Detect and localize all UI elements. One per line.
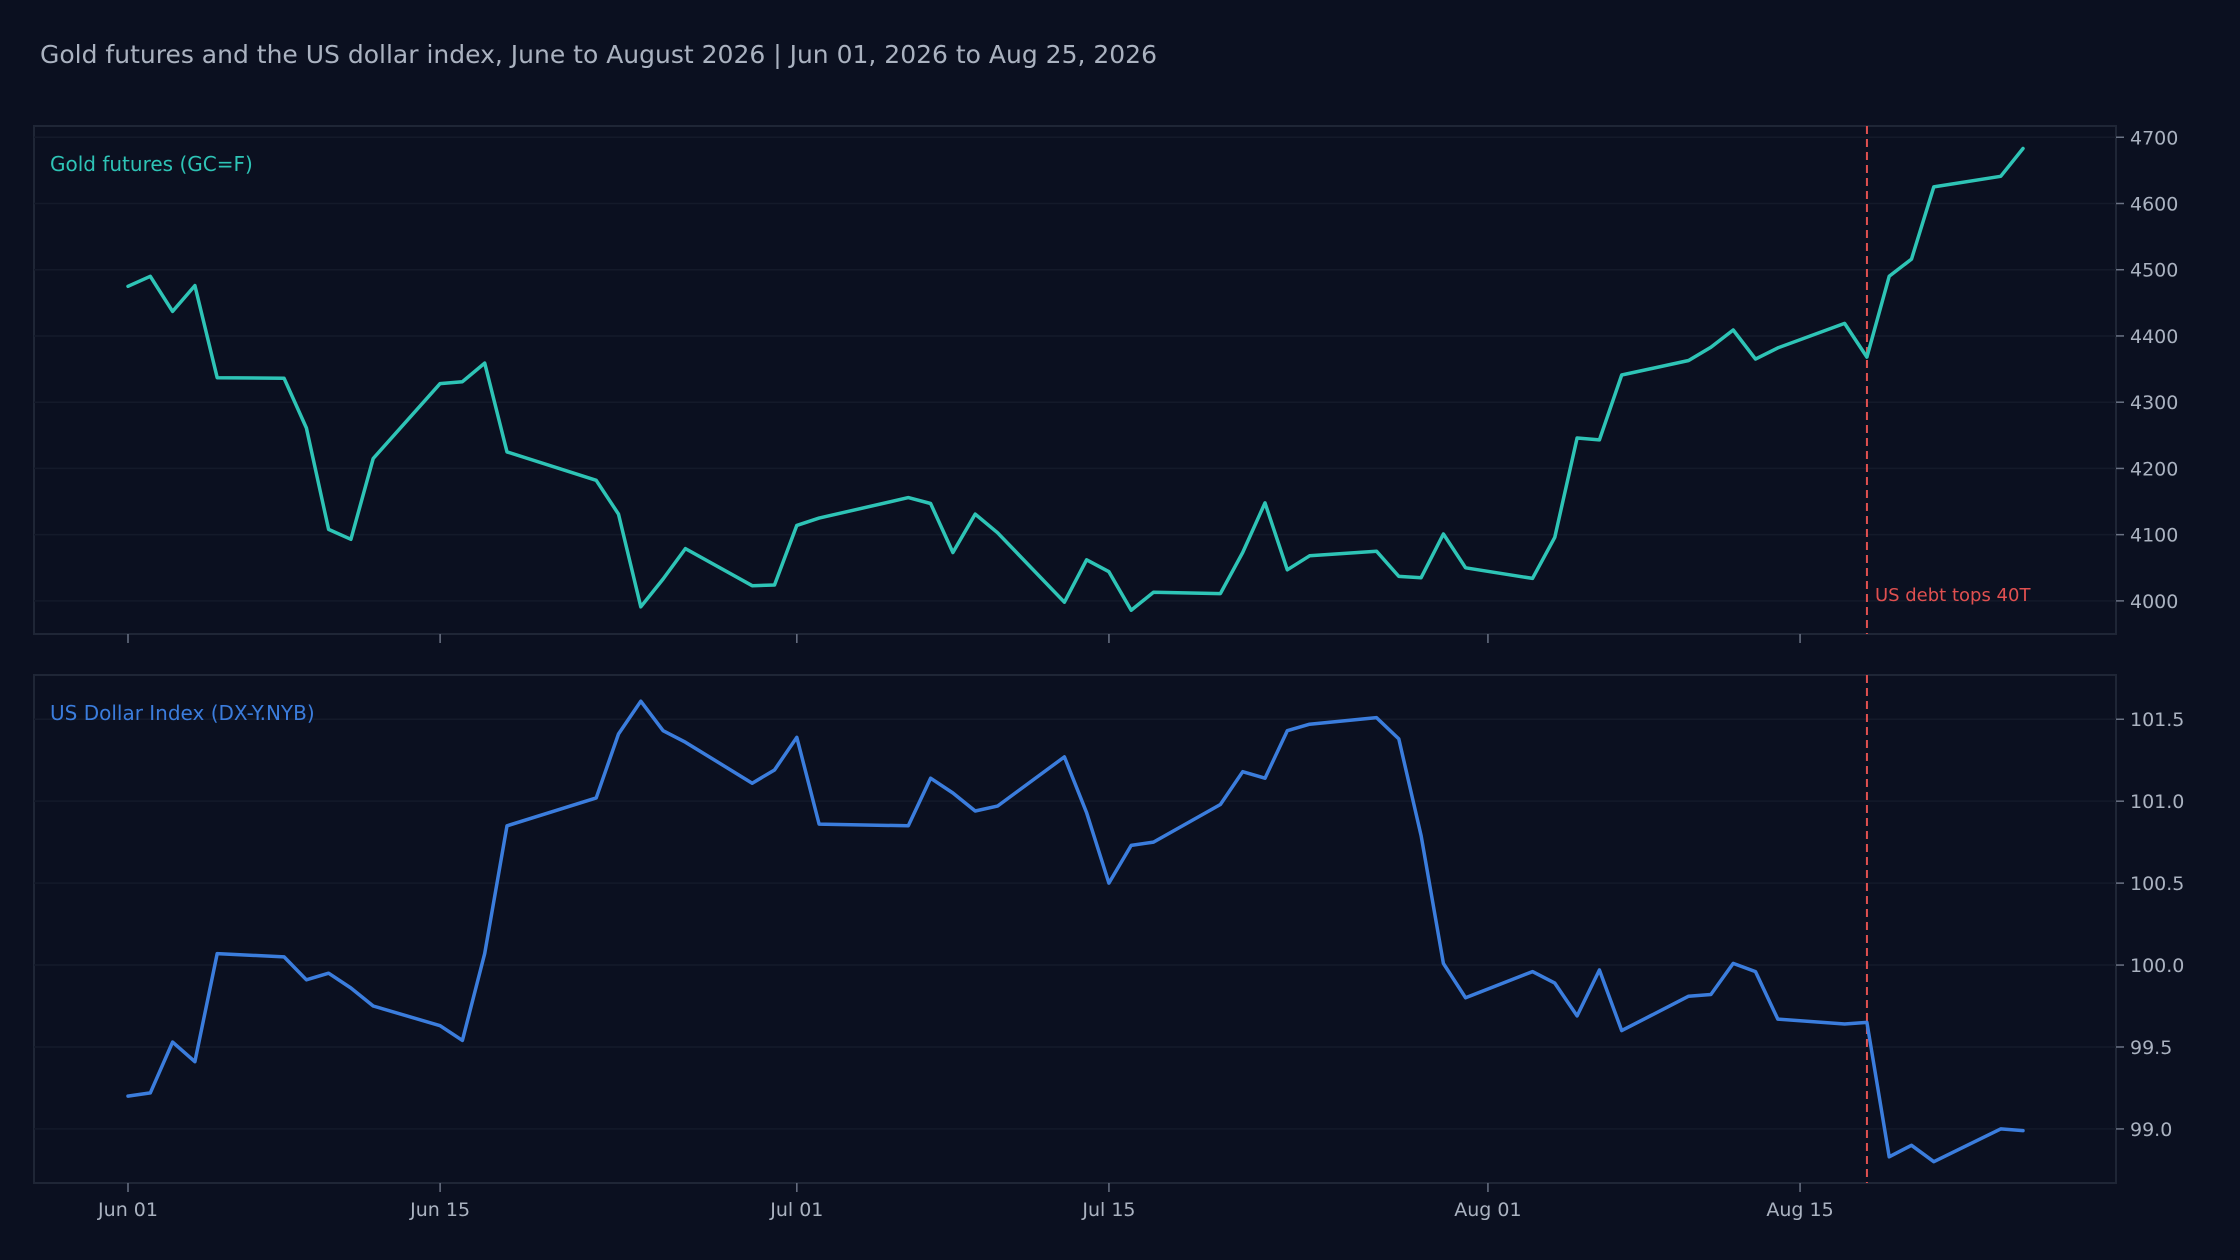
y-tick-label: 99.0 (2130, 1119, 2172, 1141)
event-label: US debt tops 40T (1875, 585, 2032, 606)
y-tick-label: 100.0 (2130, 955, 2184, 977)
y-tick-label: 4000 (2130, 591, 2178, 613)
series-label: Gold futures (GC=F) (50, 152, 253, 176)
panel-frame (33, 674, 2117, 1184)
panel-frame (33, 125, 2117, 635)
panel-dxy: 99.0 99.5 100.0 100.5 101.0 101.5 Jun 01 Jun 15… (33, 674, 2184, 1221)
y-tick-label: 101.0 (2130, 791, 2184, 813)
series-line-gold (126, 146, 2025, 612)
x-tick-label: Jun 01 (97, 1199, 158, 1221)
x-tick-label: Jul 15 (1081, 1199, 1135, 1221)
x-tick-label: Aug 01 (1454, 1199, 1521, 1221)
y-tick-label: 101.5 (2130, 709, 2184, 731)
x-tick-label: Aug 15 (1766, 1199, 1833, 1221)
panel-gold: 4000 4100 4200 4300 4400 4500 4600 4700 US debt … (33, 125, 2178, 643)
chart-title: Gold futures and the US dollar index, Ju… (40, 40, 1157, 69)
y-tick-label: 4700 (2130, 127, 2178, 149)
y-tick-label: 100.5 (2130, 873, 2184, 895)
x-tick-label: Jul 01 (769, 1199, 823, 1221)
y-tick-label: 4600 (2130, 193, 2178, 215)
y-tick-label: 4400 (2130, 326, 2178, 348)
series-label: US Dollar Index (DX-Y.NYB) (50, 701, 315, 725)
y-tick-label: 4100 (2130, 525, 2178, 547)
x-tick-label: Jun 15 (409, 1199, 470, 1221)
chart-panels: 4000 4100 4200 4300 4400 4500 4600 4700 US debt … (33, 125, 2184, 1221)
series-line-dxy (126, 699, 2025, 1164)
y-tick-label: 4200 (2130, 458, 2178, 480)
y-tick-label: 99.5 (2130, 1037, 2172, 1059)
y-tick-label: 4500 (2130, 260, 2178, 282)
y-tick-label: 4300 (2130, 392, 2178, 414)
